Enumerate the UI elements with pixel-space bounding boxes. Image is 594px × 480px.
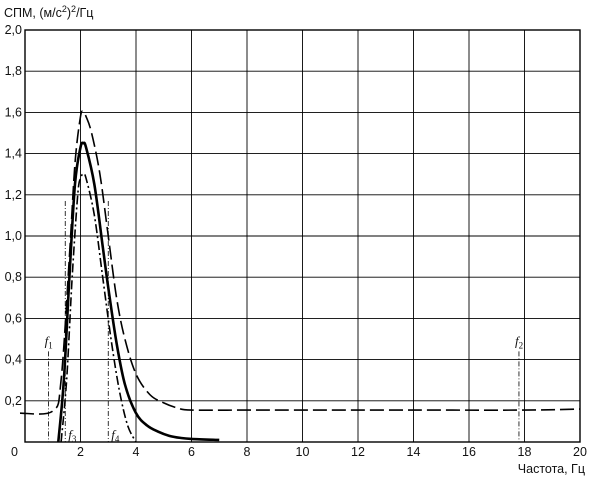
y-tick-label: 0,6 (5, 311, 22, 325)
series-lines (19, 110, 581, 443)
y-axis-title-part: ) (67, 6, 71, 20)
marker-label-f4: f4 (111, 427, 120, 444)
x-tick-label: 16 (462, 445, 476, 459)
y-tick-label: 0,2 (5, 394, 22, 408)
y-tick-label: 1,2 (5, 188, 22, 202)
y-tick-label: 2,0 (5, 23, 22, 37)
y-tick-label: 0,4 (5, 353, 22, 367)
frequency-markers: f1 f2 f3 f4 (45, 200, 523, 444)
x-tick-label: 20 (573, 445, 587, 459)
tick-labels: 0 2 4 6 8 10 12 14 16 18 20 0,2 0,4 0,6 0,8 1,0 1,2 1,4 1,… (5, 23, 587, 459)
y-axis-title-part: /Гц (76, 6, 93, 20)
series-line-dash-dot (60, 172, 137, 443)
y-axis-title: СПМ, (м/с2)2/Гц (4, 4, 93, 20)
grid (25, 30, 580, 442)
series-line-solid (57, 141, 220, 443)
x-tick-label: 18 (518, 445, 532, 459)
x-tick-label: 12 (351, 445, 365, 459)
marker-label-f2: f2 (515, 333, 523, 350)
y-axis-title-part: СПМ, (м/с (4, 6, 62, 20)
x-tick-label: 8 (244, 445, 251, 459)
marker-label-f3: f3 (68, 427, 77, 444)
y-tick-label: 0,8 (5, 270, 22, 284)
y-tick-label: 1,8 (5, 64, 22, 78)
x-tick-label: 6 (188, 445, 195, 459)
y-tick-label: 1,4 (5, 147, 22, 161)
x-tick-label: 10 (296, 445, 310, 459)
y-axis-title-part: 2 (62, 4, 67, 14)
x-tick-label: 14 (407, 445, 421, 459)
marker-label-f1: f1 (45, 333, 53, 350)
x-tick-label: 4 (133, 445, 140, 459)
y-tick-label: 1,0 (5, 229, 22, 243)
x-axis-title: Частота, Гц (518, 462, 585, 476)
y-axis-title-part: 2 (71, 4, 76, 14)
y-tick-label: 1,6 (5, 105, 22, 119)
x-tick-label: 2 (77, 445, 84, 459)
x-tick-label: 0 (11, 445, 18, 459)
plot-frame (24, 29, 581, 443)
plot-border (24, 29, 581, 443)
